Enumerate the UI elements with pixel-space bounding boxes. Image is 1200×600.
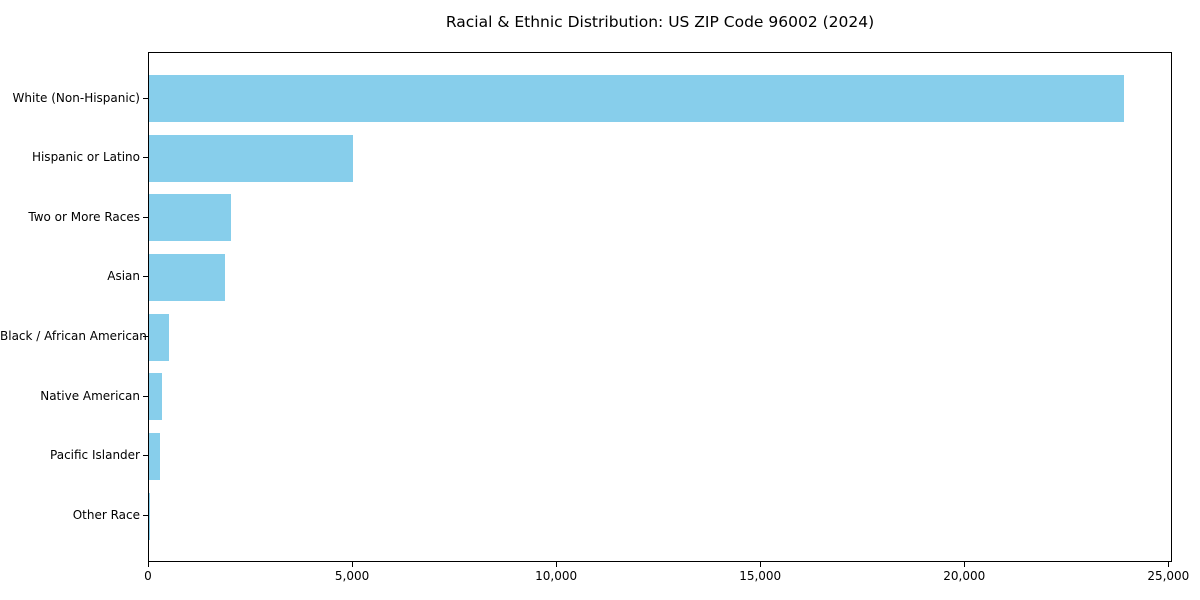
x-tick-label: 5,000 bbox=[334, 569, 370, 583]
y-tick-mark bbox=[143, 216, 148, 218]
x-tick-mark bbox=[352, 562, 354, 567]
y-tick-mark bbox=[143, 97, 148, 99]
x-tick-label: 0 bbox=[144, 569, 152, 583]
y-tick-mark bbox=[143, 157, 148, 159]
x-tick-mark bbox=[964, 562, 966, 567]
x-tick-label: 25,000 bbox=[1147, 569, 1190, 583]
chart-title: Racial & Ethnic Distribution: US ZIP Cod… bbox=[445, 13, 875, 31]
bar-pacific-islander bbox=[149, 432, 160, 480]
y-tick-label: Black / African American bbox=[0, 329, 147, 344]
y-tick-label: Native American bbox=[40, 388, 140, 403]
bar-native-american bbox=[149, 373, 163, 421]
bar-hispanic-or-latino bbox=[149, 134, 354, 182]
plot-area bbox=[148, 52, 1172, 562]
x-tick-mark bbox=[148, 562, 149, 567]
x-tick-mark bbox=[760, 562, 762, 567]
y-tick-label: White (Non-Hispanic) bbox=[12, 90, 140, 105]
x-tick-mark bbox=[1168, 562, 1170, 567]
y-tick-mark bbox=[143, 455, 148, 457]
x-tick-mark bbox=[556, 562, 558, 567]
y-tick-mark bbox=[143, 276, 148, 278]
y-tick-mark bbox=[143, 515, 148, 517]
y-tick-label: Other Race bbox=[72, 508, 140, 523]
bar-two-or-more-races bbox=[149, 194, 231, 242]
bar-black-african-american bbox=[149, 313, 169, 361]
y-tick-mark bbox=[143, 336, 148, 338]
y-tick-label: Asian bbox=[107, 269, 140, 284]
x-tick-label: 15,000 bbox=[739, 569, 782, 583]
bar-white-non-hispanic bbox=[149, 75, 1125, 122]
x-tick-label: 10,000 bbox=[535, 569, 578, 583]
y-tick-label: Hispanic or Latino bbox=[31, 150, 140, 165]
y-tick-label: Two or More Races bbox=[28, 209, 140, 224]
x-tick-label: 20,000 bbox=[943, 569, 986, 583]
y-tick-mark bbox=[143, 395, 148, 397]
y-tick-label: Pacific Islander bbox=[50, 448, 140, 463]
bar-asian bbox=[149, 253, 226, 301]
bar-other-race bbox=[149, 492, 151, 540]
